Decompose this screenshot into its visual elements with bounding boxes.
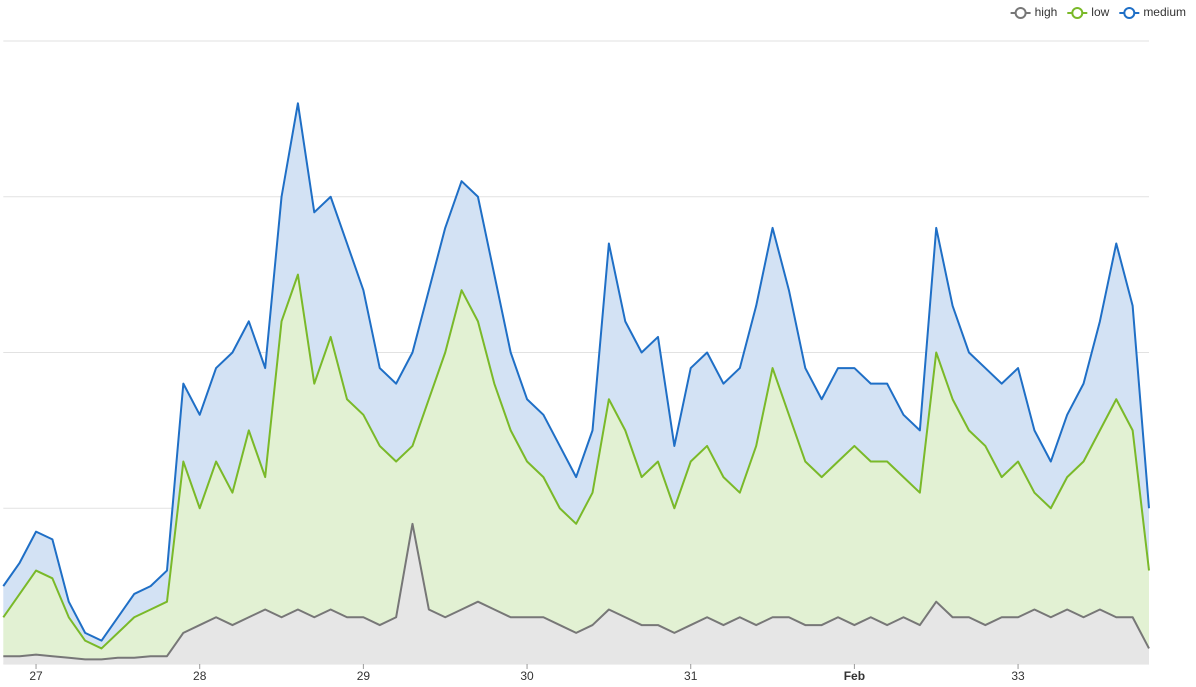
legend-label: medium <box>1143 5 1186 19</box>
legend-marker <box>1123 7 1136 19</box>
legend-marker <box>1014 7 1027 19</box>
area <box>3 103 1149 649</box>
area <box>3 523 1149 664</box>
x-tick-label: 29 <box>357 669 371 683</box>
legend-marker <box>1071 7 1084 19</box>
line <box>2 273 1150 650</box>
legend-label: high <box>1035 5 1058 19</box>
legend-label: low <box>1091 5 1109 19</box>
x-tick-label: 33 <box>1011 669 1025 683</box>
x-tick-label: 27 <box>29 669 43 683</box>
line <box>2 102 1150 642</box>
legend: medium low high <box>1010 5 1186 19</box>
x-tick-label: 31 <box>684 669 698 683</box>
area <box>3 274 1149 660</box>
x-tick-label: 28 <box>193 669 207 683</box>
x-tick-label: Feb <box>844 669 865 683</box>
x-tick-label: 30 <box>520 669 534 683</box>
line <box>3 522 1150 661</box>
